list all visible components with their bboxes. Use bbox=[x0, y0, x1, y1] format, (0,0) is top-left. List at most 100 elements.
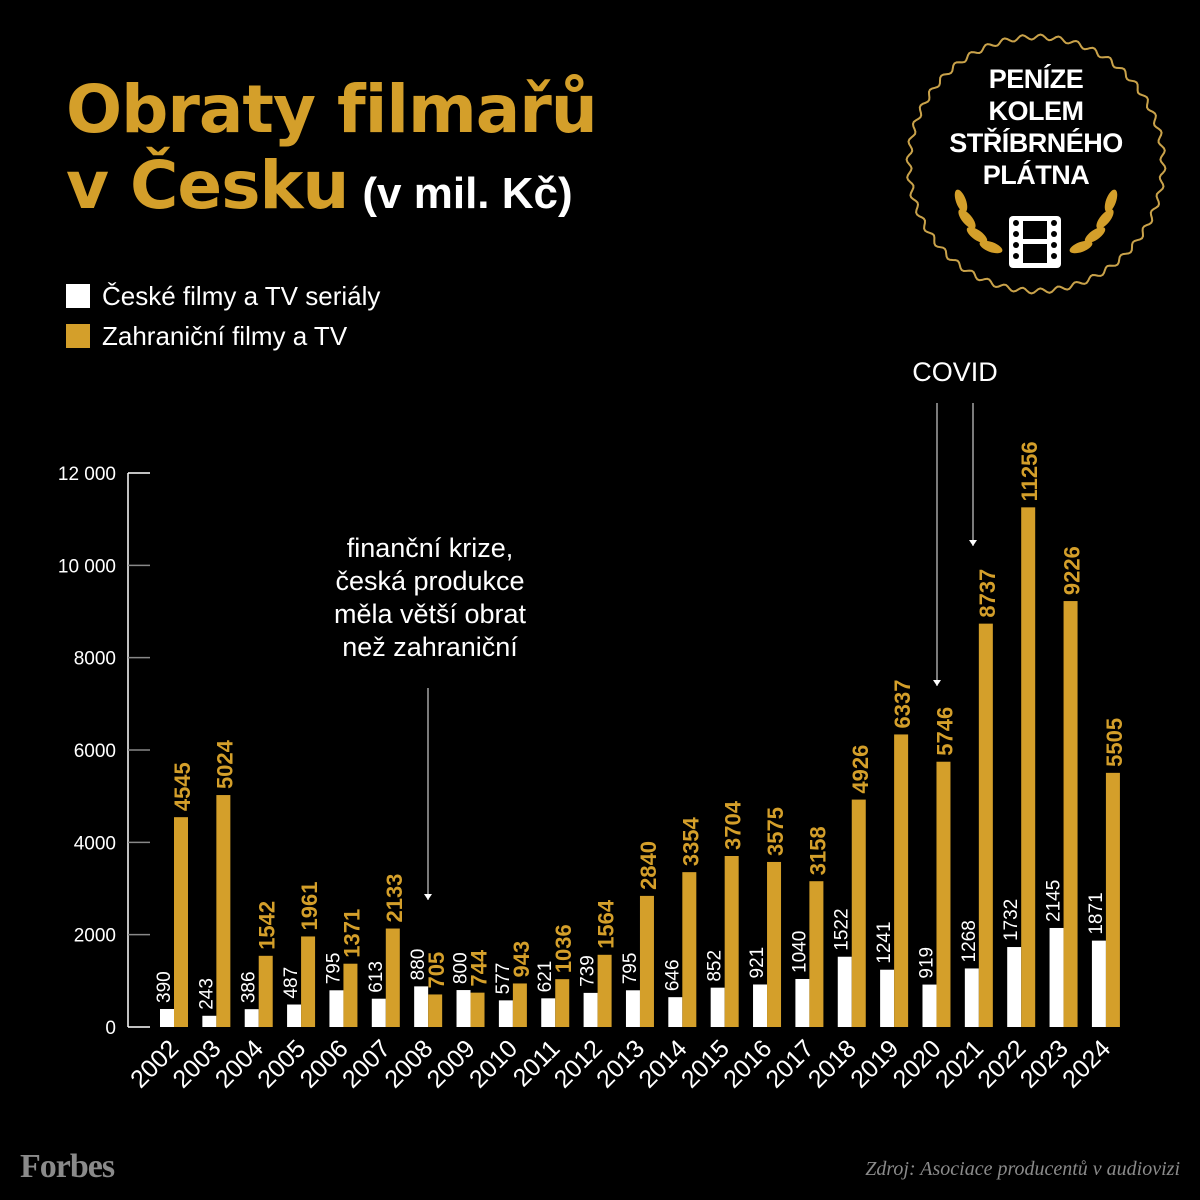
bar-foreign bbox=[555, 979, 570, 1027]
bar-czech bbox=[880, 969, 895, 1027]
bar-foreign bbox=[978, 623, 993, 1027]
bar-czech bbox=[964, 968, 979, 1027]
bar-foreign bbox=[1105, 772, 1120, 1027]
y-tick-label: 0 bbox=[105, 1018, 116, 1039]
data-label-foreign: 4926 bbox=[848, 745, 873, 794]
data-label-czech: 919 bbox=[916, 947, 937, 979]
data-label-foreign: 5505 bbox=[1102, 718, 1127, 767]
x-tick-label: 2009 bbox=[422, 1034, 481, 1093]
annotation-line: než zahraniční bbox=[342, 632, 518, 662]
data-label-foreign: 6337 bbox=[890, 679, 915, 728]
bar-czech bbox=[1007, 947, 1022, 1027]
bar-czech bbox=[456, 990, 471, 1027]
y-tick-label: 10 000 bbox=[58, 556, 116, 577]
bar-foreign bbox=[428, 994, 443, 1027]
bar-foreign bbox=[258, 955, 273, 1027]
x-tick-label: 2024 bbox=[1057, 1034, 1116, 1093]
bar-czech bbox=[329, 990, 344, 1027]
data-label-foreign: 1371 bbox=[339, 909, 364, 958]
bar-foreign bbox=[1063, 601, 1078, 1027]
bar-czech bbox=[753, 984, 768, 1027]
x-tick-label: 2002 bbox=[125, 1034, 184, 1093]
bar-foreign bbox=[216, 795, 231, 1027]
x-tick-label: 2014 bbox=[633, 1034, 692, 1093]
covid-arrow-2020-head bbox=[933, 680, 941, 686]
x-tick-label: 2021 bbox=[930, 1034, 989, 1093]
covid-arrow-2021-head bbox=[969, 540, 977, 546]
bar-foreign bbox=[851, 799, 866, 1027]
legend: České filmy a TV seriály Zahraniční film… bbox=[66, 276, 380, 356]
data-label-czech: 795 bbox=[323, 953, 344, 985]
data-label-czech: 1040 bbox=[789, 931, 810, 973]
data-label-czech: 880 bbox=[408, 949, 429, 981]
data-label-czech: 2145 bbox=[1044, 880, 1065, 922]
bar-foreign bbox=[767, 861, 782, 1027]
x-tick-label: 2022 bbox=[972, 1034, 1031, 1093]
bar-czech bbox=[244, 1009, 259, 1027]
data-label-czech: 646 bbox=[662, 959, 683, 991]
data-label-foreign: 4545 bbox=[170, 762, 195, 811]
bar-foreign bbox=[682, 872, 697, 1027]
data-label-czech: 1522 bbox=[832, 908, 853, 950]
bar-czech bbox=[202, 1015, 217, 1027]
bar-czech bbox=[287, 1004, 302, 1027]
bar-foreign bbox=[174, 817, 188, 1027]
bar-czech bbox=[922, 984, 937, 1027]
badge-line: KOLEM bbox=[988, 96, 1085, 126]
bar-foreign bbox=[385, 928, 400, 1027]
data-label-czech: 1732 bbox=[1001, 899, 1022, 941]
data-label-foreign: 1036 bbox=[551, 924, 576, 973]
data-label-foreign: 3354 bbox=[678, 816, 703, 866]
bar-foreign bbox=[724, 855, 739, 1027]
bar-czech bbox=[625, 990, 640, 1027]
bar-czech bbox=[414, 986, 429, 1027]
title-unit: (v mil. Kč) bbox=[362, 169, 573, 218]
x-tick-label: 2023 bbox=[1015, 1034, 1074, 1093]
data-label-czech: 795 bbox=[620, 953, 641, 985]
legend-item-foreign: Zahraniční filmy a TV bbox=[66, 316, 380, 356]
x-tick-label: 2004 bbox=[210, 1034, 269, 1093]
data-label-foreign: 2133 bbox=[382, 874, 407, 923]
y-tick-label: 8000 bbox=[74, 649, 116, 670]
data-label-czech: 577 bbox=[493, 963, 514, 995]
legend-swatch-foreign bbox=[66, 324, 90, 348]
bar-foreign bbox=[470, 992, 485, 1027]
bar-czech bbox=[668, 997, 683, 1027]
x-tick-label: 2010 bbox=[464, 1034, 523, 1093]
data-label-foreign: 5024 bbox=[212, 739, 237, 789]
bar-czech bbox=[795, 978, 810, 1027]
data-label-czech: 1241 bbox=[874, 921, 895, 963]
bar-foreign bbox=[512, 983, 527, 1027]
x-tick-label: 2012 bbox=[549, 1034, 608, 1093]
x-tick-label: 2018 bbox=[803, 1034, 862, 1093]
title-line-2: v Česku bbox=[66, 147, 349, 224]
x-tick-label: 2017 bbox=[761, 1034, 820, 1093]
annotation-line: česká produkce bbox=[335, 566, 525, 596]
legend-label-foreign: Zahraniční filmy a TV bbox=[102, 320, 348, 351]
x-tick-label: 2007 bbox=[337, 1034, 396, 1093]
bar-czech bbox=[541, 998, 556, 1027]
data-label-foreign: 1564 bbox=[594, 899, 619, 949]
data-label-foreign: 5746 bbox=[932, 707, 957, 756]
badge-line: PENÍZE bbox=[988, 64, 1084, 94]
data-label-czech: 621 bbox=[535, 961, 556, 993]
bar-foreign bbox=[343, 963, 358, 1027]
bar-czech bbox=[1049, 927, 1064, 1027]
data-label-czech: 613 bbox=[366, 961, 387, 993]
data-label-czech: 386 bbox=[239, 971, 260, 1003]
crisis-arrow-head bbox=[424, 894, 432, 900]
source-note: Zdroj: Asociace producentů v audiovizi bbox=[865, 1158, 1180, 1180]
data-label-czech: 739 bbox=[578, 955, 599, 987]
y-tick-label: 4000 bbox=[74, 833, 116, 854]
data-label-czech: 243 bbox=[196, 978, 217, 1010]
data-label-foreign: 943 bbox=[509, 941, 534, 978]
y-tick-label: 6000 bbox=[74, 741, 116, 762]
x-tick-label: 2003 bbox=[167, 1034, 226, 1093]
film-strip-icon bbox=[1009, 216, 1061, 268]
data-label-czech: 800 bbox=[451, 952, 472, 984]
bar-foreign bbox=[639, 895, 654, 1027]
data-label-czech: 921 bbox=[747, 947, 768, 979]
bar-foreign bbox=[301, 936, 316, 1027]
data-label-foreign: 2840 bbox=[636, 841, 661, 890]
